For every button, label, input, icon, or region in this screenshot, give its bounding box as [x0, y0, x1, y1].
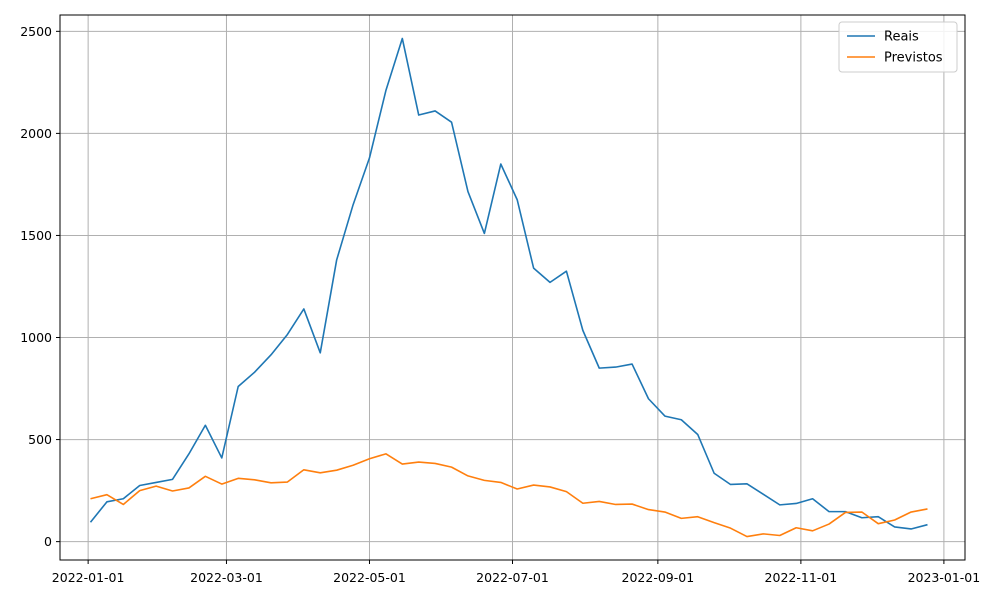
x-tick-label: 2022-11-01 — [765, 570, 838, 585]
x-tick-label: 2022-03-01 — [190, 570, 263, 585]
y-tick-label: 2000 — [20, 126, 52, 141]
x-tick-label: 2022-09-01 — [622, 570, 695, 585]
y-tick-label: 1500 — [20, 228, 52, 243]
legend-box — [838, 21, 958, 73]
y-tick-label: 0 — [44, 534, 52, 549]
x-tick-label: 2022-05-01 — [333, 570, 406, 585]
x-tick-label: 2023-01-01 — [908, 570, 981, 585]
axis-ticks: 2022-01-01 2022-03-01 2022-05-01 2022-07-01… — [20, 24, 980, 585]
series-line-reais — [89, 37, 928, 530]
grid — [60, 15, 965, 560]
legend: Reais Previstos — [838, 21, 958, 73]
x-tick-label: 2022-07-01 — [476, 570, 549, 585]
x-tick-label: 2022-01-01 — [52, 570, 125, 585]
series-lines — [89, 37, 928, 538]
y-tick-label: 1000 — [20, 330, 52, 345]
legend-label: Reais — [884, 30, 919, 45]
y-tick-label: 2500 — [20, 24, 52, 39]
y-tick-label: 500 — [28, 432, 52, 447]
series-line-previstos — [90, 453, 928, 538]
legend-label: Previstos — [884, 51, 943, 66]
